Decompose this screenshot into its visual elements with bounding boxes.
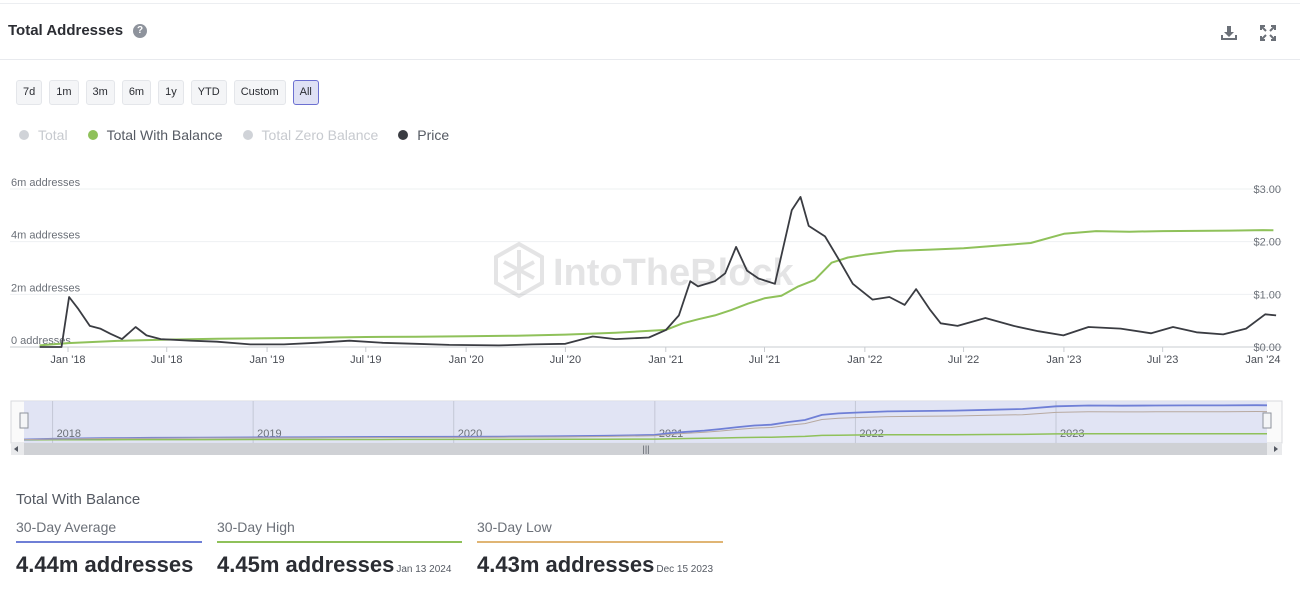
stat-average-label: 30-Day Average xyxy=(16,519,117,535)
range-3m-button[interactable]: 3m xyxy=(85,80,115,105)
download-icon[interactable] xyxy=(1220,24,1238,42)
x-tick-label: Jan '21 xyxy=(648,354,683,366)
legend-label: Total With Balance xyxy=(106,127,223,143)
stat-low-date: Dec 15 2023 xyxy=(656,564,714,575)
legend-dot xyxy=(242,130,253,140)
range-1m-button[interactable]: 1m xyxy=(49,80,79,105)
scroll-right-arrow-icon xyxy=(1274,446,1278,452)
legend-dot xyxy=(398,130,409,140)
watermark-cube-lines xyxy=(503,250,535,290)
x-tick-label: Jan '23 xyxy=(1046,354,1081,366)
legend-item-total[interactable]: Total xyxy=(19,127,68,143)
navigator-scrollbar-thumb xyxy=(24,443,1267,455)
y-right-tick-label: $1.00 xyxy=(1253,289,1281,301)
watermark-text: IntoTheBlock xyxy=(553,252,795,294)
stat-low-label: 30-Day Low xyxy=(477,519,552,535)
navigator-year-label: 2020 xyxy=(458,428,482,440)
range-7d-button[interactable]: 7d xyxy=(16,80,43,105)
scroll-left-arrow-icon xyxy=(14,446,18,452)
stat-high-date: Jan 13 2024 xyxy=(396,564,452,575)
chart-legend: Total Total With Balance Total Zero Bala… xyxy=(19,127,469,143)
navigator-handle xyxy=(1262,412,1272,429)
legend-label: Total xyxy=(38,127,68,143)
watermark-hexagon xyxy=(494,241,544,299)
x-tick-label: Jul '20 xyxy=(550,354,581,366)
page-title: Total Addresses xyxy=(8,22,124,39)
question-circle-icon[interactable]: ? xyxy=(133,24,147,38)
x-tick-label: Jul '21 xyxy=(749,354,780,366)
stat-high-value-row: 4.45m addresses Jan 13 2024 xyxy=(217,552,462,578)
y-left-tick-label: 4m addresses xyxy=(11,230,81,242)
stat-high: 30-Day High 4.45m addresses Jan 13 2024 xyxy=(217,519,462,578)
stats-title: Total With Balance xyxy=(16,491,141,508)
y-right-tick-label: $2.00 xyxy=(1253,237,1281,249)
x-tick-label: Jul '23 xyxy=(1147,354,1178,366)
legend-label: Price xyxy=(417,127,450,143)
stat-low-value-row: 4.43m addresses Dec 15 2023 xyxy=(477,552,723,578)
legend-item-total-with-balance[interactable]: Total With Balance xyxy=(87,127,223,143)
range-ytd-button[interactable]: YTD xyxy=(190,80,227,105)
top-border xyxy=(0,3,1300,4)
stat-average-underline xyxy=(16,541,202,543)
navigator-series-zero-balance xyxy=(23,410,1268,441)
legend-label: Total Zero Balance xyxy=(261,127,379,143)
scrollbar-grip-icon: ||| xyxy=(642,444,649,454)
series-line-total-with-balance xyxy=(39,229,1274,347)
stat-high-label: 30-Day High xyxy=(217,519,295,535)
range-1y-button[interactable]: 1y xyxy=(158,80,184,105)
range-all-button[interactable]: All xyxy=(292,80,319,105)
stat-average: 30-Day Average 4.44m addresses xyxy=(16,519,202,578)
x-tick-label: Jan '22 xyxy=(847,354,882,366)
navigator-series-with-balance xyxy=(23,432,1267,441)
stat-low-value: 4.43m addresses xyxy=(477,552,655,577)
range-6m-button[interactable]: 6m xyxy=(121,80,152,105)
navigator-year-label: 2022 xyxy=(859,428,883,440)
navigator-series-total xyxy=(23,404,1268,441)
series-line-price xyxy=(39,196,1277,348)
y-right-tick-label: $0.00 xyxy=(1253,342,1281,354)
legend-item-total-zero-balance[interactable]: Total Zero Balance xyxy=(242,127,379,143)
range-custom-button[interactable]: Custom xyxy=(233,80,286,105)
x-tick-label: Jan '19 xyxy=(250,354,285,366)
expand-icon[interactable] xyxy=(1259,24,1277,42)
stat-high-underline xyxy=(217,541,462,543)
y-right-tick-label: $3.00 xyxy=(1253,184,1281,196)
y-left-tick-label: 2m addresses xyxy=(11,282,81,294)
navigator-year-label: 2018 xyxy=(57,428,81,440)
card-header: Total Addresses ? xyxy=(0,4,1300,60)
x-tick-label: Jul '19 xyxy=(350,354,381,366)
legend-dot xyxy=(87,130,98,140)
stat-high-value: 4.45m addresses xyxy=(217,552,395,577)
legend-dot xyxy=(19,130,29,140)
x-tick-label: Jan '18 xyxy=(50,354,85,366)
stat-low-underline xyxy=(477,541,723,543)
x-tick-label: Jul '22 xyxy=(948,354,979,366)
range-navigator[interactable]: 2018 2019 2020 2021 2022 2023||| xyxy=(0,398,1300,458)
y-left-tick-label: 6m addresses xyxy=(11,177,81,189)
stat-average-value: 4.44m addresses xyxy=(16,552,194,577)
stat-low: 30-Day Low 4.43m addresses Dec 15 2023 xyxy=(477,519,723,578)
watermark-logo: IntoTheBlock xyxy=(494,241,795,299)
x-tick-label: Jan '20 xyxy=(449,354,484,366)
time-range-selector: 7d 1m 3m 6m 1y YTD Custom All xyxy=(16,80,319,105)
x-tick-label: Jan '24 xyxy=(1245,354,1280,366)
x-tick-label: Jul '18 xyxy=(151,354,182,366)
legend-item-price[interactable]: Price xyxy=(398,127,449,143)
navigator-handle xyxy=(19,412,29,429)
